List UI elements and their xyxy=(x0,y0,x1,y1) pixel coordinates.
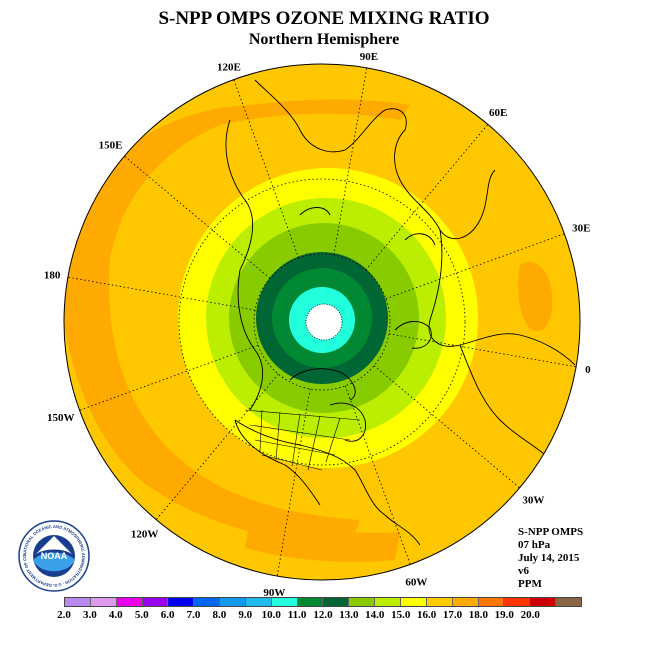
colorbar-tick-label: 15.0 xyxy=(391,609,411,621)
instrument-label: S-NPP OMPS xyxy=(518,526,584,538)
noaa-logo: NATIONAL OCEANIC AND ATMOSPHERIC ADMINIS… xyxy=(16,516,90,592)
longitude-label: 150W xyxy=(47,412,75,424)
colorbar-tick-label: 8.0 xyxy=(212,609,227,621)
colorbar-swatch xyxy=(349,598,376,606)
pressure-label: 07 hPa xyxy=(518,539,551,551)
colorbar-swatch xyxy=(245,598,272,606)
colorbar-tick-label: 5.0 xyxy=(134,609,149,621)
longitude-label: 90W xyxy=(263,587,285,599)
colorbar-tick-label: 3.0 xyxy=(83,609,97,621)
colorbar-tick-label: 16.0 xyxy=(416,609,437,621)
colorbar-tick-label: 18.0 xyxy=(468,609,489,621)
colorbar-swatch xyxy=(530,598,557,606)
colorbar-swatch xyxy=(297,598,324,606)
ozone-region-17-pacific xyxy=(64,99,410,545)
colorbar-swatch xyxy=(142,598,169,606)
colorbar-swatch xyxy=(323,598,350,606)
us-state-boundaries xyxy=(244,409,361,471)
longitude-label: 60W xyxy=(405,576,427,588)
map-disk xyxy=(64,64,580,580)
svg-text:NOAA: NOAA xyxy=(41,551,68,561)
longitude-label: 30E xyxy=(572,223,590,235)
latitude-circle xyxy=(253,253,391,391)
map-subtitle: Northern Hemisphere xyxy=(248,31,400,48)
longitude-labels: 90E 60E 30E 0 30W 60W 90W 120W 150W 180 150E 120E xyxy=(44,51,591,599)
longitude-label: 150E xyxy=(99,140,123,152)
longitude-label: 30W xyxy=(522,494,544,506)
colorbar-swatch xyxy=(375,598,401,606)
polar-night-gap xyxy=(306,304,342,340)
colorbar-tick-label: 9.0 xyxy=(238,609,253,621)
colorbar-swatch xyxy=(90,598,117,606)
ozone-region-17-east xyxy=(518,261,553,331)
colorbar-tick-label: 2.0 xyxy=(57,609,71,621)
colorbar-tick-label: 6.0 xyxy=(160,609,175,621)
longitude-label: 90E xyxy=(360,51,378,63)
longitude-label: 120E xyxy=(217,61,241,73)
colorbar-tick-label: 19.0 xyxy=(494,609,514,621)
colorbar-tick-labels: 2.0 3.0 4.0 5.0 6.0 7.0 8.0 9.0 10.0 11.0 12.0 13.0… xyxy=(57,609,582,623)
colorbar-tick-label: 7.0 xyxy=(186,609,201,621)
map-info-block: S-NPP OMPS 07 hPa July 14, 2015 v6 PPM xyxy=(518,526,583,591)
longitude-label: 180 xyxy=(44,269,61,281)
colorbar-tick-label: 10.0 xyxy=(261,609,281,621)
coastlines xyxy=(225,79,576,546)
colorbar-tick-label: 20.0 xyxy=(520,609,540,621)
map-title: S-NPP OMPS OZONE MIXING RATIO xyxy=(158,8,490,29)
units-label: PPM xyxy=(518,578,542,590)
colorbar-tick-label: 13.0 xyxy=(339,609,359,621)
latitude-circle xyxy=(178,178,466,466)
ozone-region-17-south xyxy=(245,520,400,562)
colorbar-swatch xyxy=(556,598,581,606)
colorbar-swatch xyxy=(194,598,221,606)
map-border xyxy=(63,63,581,581)
colorbar xyxy=(64,597,582,607)
colorbar-swatch xyxy=(271,598,298,606)
longitude-label: 120W xyxy=(131,528,159,540)
colorbar-swatch xyxy=(478,598,505,606)
colorbar-tick-label: 14.0 xyxy=(365,609,385,621)
date-label: July 14, 2015 xyxy=(518,552,580,564)
colorbar-swatch xyxy=(400,598,427,606)
colorbar-swatch xyxy=(220,598,246,606)
colorbar-swatch xyxy=(116,598,143,606)
longitude-label: 60E xyxy=(489,107,507,119)
colorbar-swatch xyxy=(452,598,479,606)
colorbar-swatch xyxy=(504,598,531,606)
colorbar-swatch xyxy=(426,598,453,606)
colorbar-tick-label: 4.0 xyxy=(108,609,123,621)
colorbar-tick-label: 11.0 xyxy=(287,609,307,621)
colorbar-tick-label: 12.0 xyxy=(313,609,333,621)
colorbar-swatch xyxy=(65,598,91,606)
version-label: v6 xyxy=(518,565,529,577)
colorbar-tick-label: 17.0 xyxy=(442,609,463,621)
longitude-label: 0 xyxy=(585,364,591,376)
colorbar-swatch xyxy=(168,598,195,606)
